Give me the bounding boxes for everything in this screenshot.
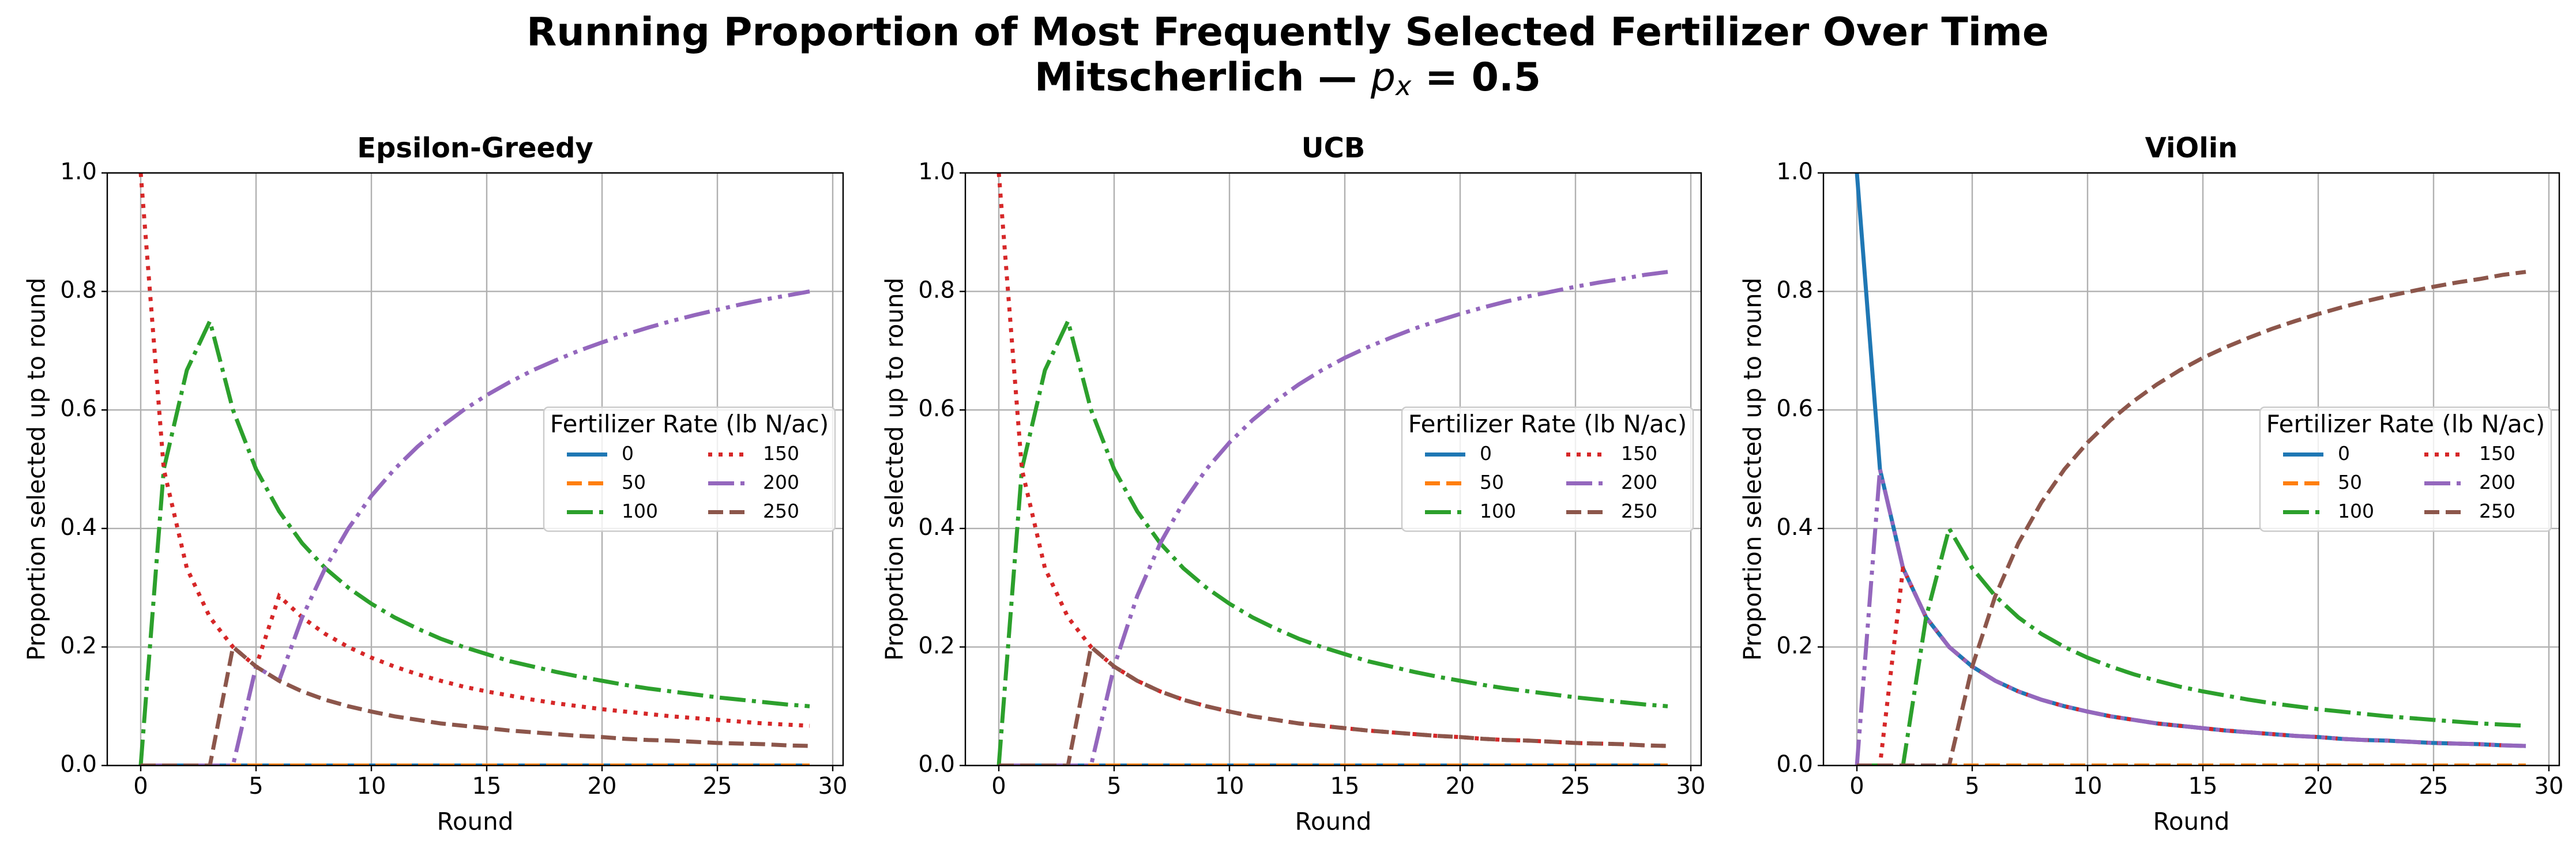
subtitle-part: x [1394,70,1412,101]
y-tick-label: 0.6 [1776,395,1813,422]
legend: Fertilizer Rate (lb N/ac) 0 50 100 150 200 250 [1401,406,1694,532]
legend-box [2259,406,2552,532]
y-tick-label: 0.8 [918,277,955,304]
x-tick-label: 25 [703,773,732,800]
legend-label: 250 [2479,500,2515,522]
plot-frame [106,172,844,767]
y-tick-label: 1.0 [1776,159,1813,185]
legend-label: 150 [763,442,799,465]
series-line [138,315,810,766]
legend-box [1401,406,1694,532]
legend-label: 150 [1621,442,1657,465]
x-tick-label: 0 [1849,773,1864,800]
x-tick-label: 30 [2534,773,2564,800]
x-tick-label: 25 [2419,773,2449,800]
subplot: 0 5 10 15 20 25 30 0.0 0.2 0.4 0.6 0.8 1.0 UCB Round Pr… [881,132,1706,836]
legend-label: 0 [1480,442,1492,465]
y-tick-label: 0.2 [1776,632,1813,659]
y-tick-label: 0.2 [60,632,97,659]
series-line [1857,270,2526,766]
legend: Fertilizer Rate (lb N/ac) 0 50 100 150 200 250 [2259,406,2552,532]
x-tick-label: 10 [357,773,386,800]
legend-title: Fertilizer Rate (lb N/ac) [2266,410,2545,438]
x-axis-label: Round [2153,808,2230,836]
y-tick-label: 0.0 [918,751,955,778]
y-tick-label: 0.0 [60,751,97,778]
legend-label: 0 [622,442,634,465]
legend-label: 200 [1621,471,1657,493]
y-axis-label: Proportion selected up to round [22,278,51,661]
y-tick-label: 0.2 [918,632,955,659]
subplot: 0 5 10 15 20 25 30 0.0 0.2 0.4 0.6 0.8 1.0 Epsilon-Gr… [22,132,848,836]
x-axis-label: Round [437,808,514,836]
y-tick-label: 1.0 [60,159,97,185]
legend-label: 100 [1480,500,1516,522]
subplot-title: UCB [1302,132,1366,164]
x-tick-label: 0 [133,773,148,800]
series-line [1857,523,2526,766]
y-tick-label: 0.4 [60,514,97,541]
legend-label: 50 [1480,471,1504,493]
subplot: 0 5 10 15 20 25 30 0.0 0.2 0.4 0.6 0.8 1.0 ViOlin Roun… [1739,132,2564,836]
x-tick-label: 30 [818,773,848,800]
y-axis-label: Proportion selected up to round [881,278,909,661]
x-tick-label: 5 [249,773,263,800]
subtitle-part: = 0.5 [1411,55,1541,100]
legend-label: 200 [2479,471,2515,493]
subtitle-part: Mitscherlich — [1035,55,1371,100]
legend: Fertilizer Rate (lb N/ac) 0 50 100 150 200 250 [543,406,836,532]
series-line [141,643,810,766]
x-tick-label: 5 [1107,773,1121,800]
legend-label: 100 [622,500,658,522]
x-tick-label: 15 [2188,773,2218,800]
subtitle-part: p [1370,55,1396,100]
x-tick-label: 20 [588,773,617,800]
legend-label: 250 [763,500,799,522]
y-tick-label: 0.8 [1776,277,1813,304]
x-tick-label: 10 [1215,773,1244,800]
series-line [141,289,810,766]
x-tick-label: 20 [1446,773,1475,800]
x-tick-label: 10 [2073,773,2103,800]
x-tick-label: 5 [1965,773,1979,800]
y-tick-label: 0.6 [60,395,97,422]
series-line [138,173,810,728]
y-tick-label: 0.4 [918,514,955,541]
x-axis-label: Round [1295,808,1372,836]
legend-label: 0 [2338,442,2350,465]
subplot-title: ViOlin [2145,132,2238,164]
y-tick-label: 0.8 [60,277,97,304]
series-line [999,270,1668,766]
series-line [1855,469,2526,766]
x-tick-label: 15 [472,773,502,800]
x-tick-label: 25 [1561,773,1590,800]
legend-label: 250 [1621,500,1657,522]
figure-subtitle: Mitscherlich — px = 0.5 [1035,55,1541,101]
x-tick-label: 30 [1676,773,1706,800]
legend-title: Fertilizer Rate (lb N/ac) [1408,410,1687,438]
legend-label: 100 [2338,500,2374,522]
y-tick-label: 1.0 [918,159,955,185]
legend-label: 150 [2479,442,2515,465]
plot-frame [1822,172,2560,767]
x-tick-label: 0 [991,773,1006,800]
subplot-title: Epsilon-Greedy [357,132,593,164]
legend-label: 200 [763,471,799,493]
y-tick-label: 0.4 [1776,514,1813,541]
x-tick-label: 15 [1330,773,1360,800]
legend-title: Fertilizer Rate (lb N/ac) [550,410,829,438]
y-axis-label: Proportion selected up to round [1739,278,1767,661]
legend-label: 50 [622,471,646,493]
figure-title: Running Proportion of Most Frequently Se… [527,10,2049,55]
x-tick-label: 20 [2304,773,2333,800]
y-tick-label: 0.6 [918,395,955,422]
legend-label: 50 [2338,471,2362,493]
plot-frame [964,172,1702,767]
y-tick-label: 0.0 [1776,751,1813,778]
series-line [999,643,1668,766]
legend-box [543,406,836,532]
series-line [996,315,1668,766]
